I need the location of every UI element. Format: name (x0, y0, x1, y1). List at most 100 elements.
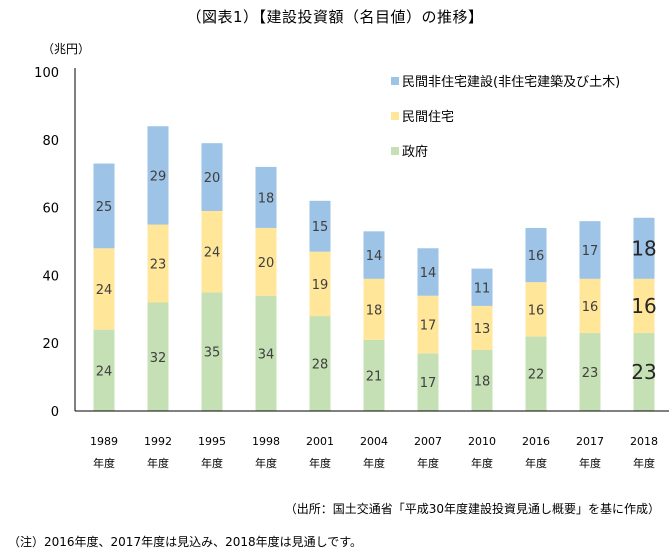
data-label: 29 (150, 169, 167, 184)
data-label: 22 (528, 368, 545, 383)
x-tick-label-year: 2018 (630, 435, 658, 448)
x-tick-label-suffix: 年度 (525, 456, 547, 470)
bar-segment (201, 292, 223, 411)
data-label: 25 (96, 200, 113, 215)
data-label: 32 (150, 351, 167, 366)
bar-segment (471, 268, 493, 306)
data-label: 23 (150, 258, 167, 273)
data-label: 24 (96, 283, 113, 298)
data-label: 19 (312, 278, 329, 293)
data-label: 34 (258, 347, 275, 362)
data-label: 16 (528, 303, 545, 318)
legend-label: 政府 (402, 145, 428, 160)
data-label: 16 (528, 249, 545, 264)
data-label: 23 (631, 360, 656, 384)
x-tick-label-suffix: 年度 (147, 456, 169, 470)
bar-segment (93, 248, 115, 330)
data-label: 18 (366, 303, 383, 318)
bar-segment (363, 231, 385, 279)
x-tick-labels: 1989 年度 1992 年度 1995 年度 1998 年度 2001 年度 2004 年度 2007… (90, 435, 658, 470)
data-label: 21 (366, 369, 383, 384)
data-label: 14 (366, 249, 383, 264)
bar-segment (93, 329, 115, 411)
data-label: 35 (204, 346, 221, 361)
bar-segment (417, 248, 439, 296)
bar-segment (255, 295, 277, 411)
x-tick-label-year: 1995 (198, 435, 226, 448)
y-tick-label: 60 (42, 202, 59, 217)
y-tick-labels: 0 20 40 60 80 100 (34, 66, 59, 420)
bar-segment (309, 316, 331, 411)
bar-segment (525, 227, 547, 283)
bar-segment (579, 221, 601, 279)
legend-swatch (391, 147, 399, 155)
legend-swatch (391, 112, 399, 120)
data-label: 20 (204, 171, 221, 186)
source-note: （出所：国土交通省「平成30年度建設投資見通し概要」を基に作成） (284, 502, 660, 516)
bar-segment (93, 163, 115, 249)
data-label: 18 (258, 191, 275, 206)
bar-segment (363, 278, 385, 340)
data-label: 17 (420, 319, 437, 334)
y-tick-label: 80 (42, 134, 59, 149)
bar-segment (633, 278, 655, 334)
bars-layer (93, 126, 655, 411)
y-tick-label: 100 (34, 66, 59, 81)
data-label: 20 (258, 256, 275, 271)
x-tick-label-year: 2004 (360, 435, 388, 448)
bar-segment (471, 349, 493, 411)
bar-segment (633, 217, 655, 279)
x-tick-label-year: 2010 (468, 435, 496, 448)
x-tick-label-year: 2001 (306, 435, 334, 448)
x-tick-label-suffix: 年度 (363, 456, 385, 470)
x-tick-label-suffix: 年度 (579, 456, 601, 470)
bar-segment (147, 224, 169, 303)
data-labels-layer: 24 24 25 32 23 29 35 24 20 34 20 18 28 19 15 21 18 14 17 17… (96, 169, 657, 391)
stacked-bar-chart: 2424253223293524203420182819152118141717… (34, 66, 669, 470)
x-tick-label-year: 1992 (144, 435, 172, 448)
y-axis-unit-label: （兆円） (42, 42, 91, 56)
data-label: 17 (582, 244, 599, 259)
x-tick-label-year: 2017 (576, 435, 604, 448)
x-tick-label-suffix: 年度 (471, 456, 493, 470)
x-tick-label-suffix: 年度 (309, 456, 331, 470)
x-tick-label-year: 2007 (414, 435, 442, 448)
y-tick-label: 40 (42, 269, 59, 284)
footnote: （注）2016年度、2017年度は見込み、2018年度は見通しです。 (8, 535, 363, 549)
y-tick-label: 20 (42, 337, 59, 352)
x-tick-label-year: 1998 (252, 435, 280, 448)
x-tick-label-suffix: 年度 (201, 456, 223, 470)
chart-title: （図表1）【建設投資額（名目値）の推移】 (186, 8, 484, 26)
legend-swatch (391, 77, 399, 85)
bar-segment (471, 305, 493, 350)
data-label: 16 (582, 300, 599, 315)
bar-segment (201, 143, 223, 211)
bar-segment (255, 166, 277, 228)
legend-label: 民間住宅 (402, 110, 454, 125)
legend-label: 民間非住宅建設(非住宅建築及び土木) (402, 74, 620, 90)
data-label: 18 (474, 374, 491, 389)
x-tick-label-year: 1989 (90, 435, 118, 448)
y-tick-label: 0 (51, 405, 59, 420)
x-tick-label-year: 2016 (522, 435, 550, 448)
bar-segment (579, 278, 601, 334)
x-tick-label-suffix: 年度 (93, 456, 115, 470)
data-label: 17 (420, 376, 437, 391)
x-tick-label-suffix: 年度 (633, 456, 655, 470)
bar-segment (579, 333, 601, 411)
data-label: 24 (204, 246, 221, 261)
bar-segment (147, 126, 169, 225)
data-label: 23 (582, 366, 599, 381)
data-label: 28 (312, 358, 329, 373)
data-label: 18 (631, 236, 656, 260)
data-label: 14 (420, 266, 437, 281)
bar-segment (633, 333, 655, 411)
x-tick-label-suffix: 年度 (417, 456, 439, 470)
bar-segment (525, 336, 547, 411)
data-label: 16 (631, 294, 656, 318)
bar-segment (363, 339, 385, 411)
data-label: 11 (474, 281, 491, 296)
data-label: 15 (312, 220, 329, 235)
x-tick-label-suffix: 年度 (255, 456, 277, 470)
